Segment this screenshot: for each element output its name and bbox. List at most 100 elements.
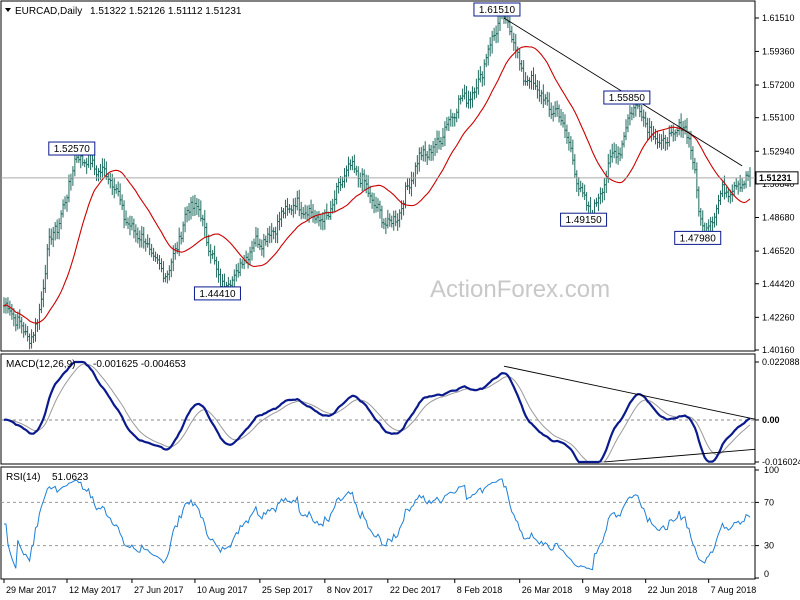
svg-text:9 May 2018: 9 May 2018 [585,585,632,595]
svg-text:26 Mar 2018: 26 Mar 2018 [522,585,573,595]
price-y-tick: 1.59360 [755,46,795,56]
svg-text:1.48680: 1.48680 [762,213,795,223]
macd-y-tick: -0.016024 [755,457,800,467]
price-level-label: 1.52570 [48,141,96,156]
rsi-header-values: 51.0623 [52,472,89,483]
svg-text:1.40160: 1.40160 [762,345,795,355]
price-level-label: 1.44410 [193,286,241,301]
price-panel-frame [0,0,756,352]
svg-text:0.022088: 0.022088 [762,357,800,367]
x-tick: 22 Dec 2017 [387,579,441,595]
price-y-tick: 1.44420 [755,279,795,289]
svg-text:25 Sep 2017: 25 Sep 2017 [262,585,313,595]
svg-text:1.52940: 1.52940 [762,146,795,156]
rsi-line [4,478,751,571]
x-tick: 10 Aug 2017 [194,579,248,595]
svg-text:1.55100: 1.55100 [762,113,795,123]
macd-signal-line [3,363,751,463]
svg-text:29 Mar 2017: 29 Mar 2017 [6,585,57,595]
svg-text:1.57200: 1.57200 [762,80,795,90]
symbol-label: EURCAD,Daily [15,6,82,17]
price-y-tick: 1.55100 [755,113,795,123]
price-y-tick: 1.61510 [755,13,795,23]
svg-text:1.44410: 1.44410 [199,289,236,300]
x-tick: 26 Mar 2018 [519,579,573,595]
price-y-axis: 1.615101.593601.572001.551001.529401.508… [755,13,799,355]
rsi-panel: 100 70 30 0 RSI(14) 51.0623 [0,465,779,580]
rsi-y-tick: 0 [755,569,769,579]
svg-text:1.51231: 1.51231 [759,173,792,183]
rsi-y-axis: 100 70 30 0 [755,465,779,579]
svg-text:70: 70 [764,497,774,507]
rsi-y-tick: 100 [755,465,779,475]
svg-text:0.00: 0.00 [762,415,780,425]
svg-text:1.42260: 1.42260 [762,312,795,322]
macd-header-values: -0.001625 -0.004653 [93,359,186,370]
svg-text:1.59360: 1.59360 [762,46,795,56]
x-tick: 12 May 2017 [66,579,121,595]
rsi-y-tick: 70 [755,497,774,507]
x-tick: 8 Nov 2017 [324,579,373,595]
moving-average-line [3,46,751,324]
svg-text:10 Aug 2017: 10 Aug 2017 [197,585,248,595]
x-tick: 9 May 2018 [582,579,632,595]
svg-text:1.47980: 1.47980 [680,233,717,244]
price-y-tick: 1.40160 [755,345,795,355]
svg-text:1.49150: 1.49150 [565,215,602,226]
macd-trendlines [503,365,756,463]
rsi-y-tick: 30 [755,541,774,551]
price-level-label: 1.47980 [674,230,722,245]
price-level-label: 1.49150 [560,212,608,227]
x-tick: 7 Aug 2018 [708,579,757,595]
x-tick: 22 Jun 2018 [645,579,698,595]
svg-text:1.44420: 1.44420 [762,279,795,289]
price-level-label: 1.55850 [603,90,651,105]
svg-text:100: 100 [764,465,779,475]
svg-text:1.55850: 1.55850 [609,93,646,104]
macd-trendline [604,448,756,463]
svg-text:8 Feb 2018: 8 Feb 2018 [457,585,503,595]
svg-text:22 Dec 2017: 22 Dec 2017 [390,585,441,595]
watermark: ActionForex.com [430,276,610,303]
svg-text:-0.016024: -0.016024 [762,457,800,467]
svg-text:1.61510: 1.61510 [762,13,795,23]
price-annotations: 1.52570 1.44410 1.61510 1.49150 1.55850 1.479… [48,2,722,301]
svg-text:7 Aug 2018: 7 Aug 2018 [711,585,757,595]
macd-panel: 0.022088 0.00 -0.016024 MACD(12,26,9) -0.0… [0,353,800,467]
svg-text:1.52570: 1.52570 [54,144,91,155]
rsi-header-name: RSI(14) [6,472,40,483]
macd-y-axis: 0.022088 0.00 -0.016024 [755,357,800,467]
x-axis: 29 Mar 2017 12 May 2017 27 Jun 2017 10 Aug … [3,579,757,595]
price-panel: ActionForex.com 1.52570 1.44410 1.61510 1.4… [0,0,799,355]
svg-text:1.46520: 1.46520 [762,246,795,256]
x-tick: 29 Mar 2017 [3,579,57,595]
macd-trendline [503,365,756,420]
svg-text:8 Nov 2017: 8 Nov 2017 [327,585,373,595]
x-tick: 8 Feb 2018 [454,579,503,595]
price-y-tick: 1.46520 [755,246,795,256]
price-y-tick: 1.52940 [755,146,795,156]
macd-y-tick: 0.00 [755,415,780,425]
dropdown-icon[interactable] [5,8,11,12]
svg-text:1.61510: 1.61510 [479,5,516,16]
price-y-tick: 1.48680 [755,213,795,223]
svg-text:0: 0 [764,569,769,579]
svg-text:22 Jun 2018: 22 Jun 2018 [648,585,698,595]
svg-text:12 May 2017: 12 May 2017 [69,585,121,595]
price-y-tick: 1.42260 [755,312,795,322]
price-header: EURCAD,Daily 1.51322 1.52126 1.51112 1.5… [5,6,242,17]
price-y-tick: 1.57200 [755,80,795,90]
rsi-panel-frame [0,466,756,580]
last-price-tag: 1.51231 [755,171,799,185]
x-tick: 27 Jun 2017 [131,579,184,595]
price-level-label: 1.61510 [473,2,521,17]
macd-panel-frame [0,353,756,465]
macd-line [3,360,751,464]
macd-y-tick: 0.022088 [755,357,800,367]
svg-text:27 Jun 2017: 27 Jun 2017 [134,585,184,595]
x-tick: 25 Sep 2017 [259,579,313,595]
svg-text:30: 30 [764,541,774,551]
macd-header-name: MACD(12,26,9) [6,359,75,370]
ohlc-values: 1.51322 1.52126 1.51112 1.51231 [90,6,242,17]
